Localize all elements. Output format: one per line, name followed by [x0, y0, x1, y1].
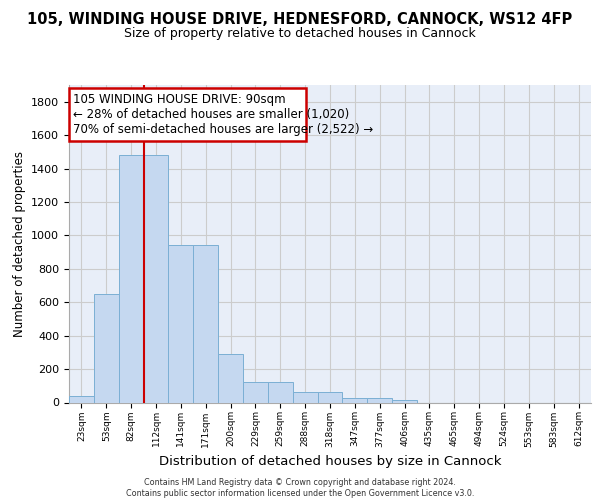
Bar	[169, 246, 193, 402]
Bar	[367, 398, 392, 402]
Bar	[343, 398, 367, 402]
Bar	[317, 392, 343, 402]
Text: 105 WINDING HOUSE DRIVE: 90sqm: 105 WINDING HOUSE DRIVE: 90sqm	[73, 93, 286, 106]
X-axis label: Distribution of detached houses by size in Cannock: Distribution of detached houses by size …	[159, 455, 501, 468]
Bar	[392, 400, 417, 402]
Bar	[243, 382, 268, 402]
Bar	[70, 88, 305, 141]
Text: 105, WINDING HOUSE DRIVE, HEDNESFORD, CANNOCK, WS12 4FP: 105, WINDING HOUSE DRIVE, HEDNESFORD, CA…	[28, 12, 572, 28]
Text: Contains HM Land Registry data © Crown copyright and database right 2024.
Contai: Contains HM Land Registry data © Crown c…	[126, 478, 474, 498]
Bar	[218, 354, 243, 403]
Bar	[193, 246, 218, 402]
Bar	[143, 155, 169, 402]
Bar	[94, 294, 119, 403]
Bar	[293, 392, 317, 402]
Bar	[69, 396, 94, 402]
Y-axis label: Number of detached properties: Number of detached properties	[13, 151, 26, 337]
Bar	[268, 382, 293, 402]
Text: ← 28% of detached houses are smaller (1,020): ← 28% of detached houses are smaller (1,…	[73, 108, 349, 120]
Text: 70% of semi-detached houses are larger (2,522) →: 70% of semi-detached houses are larger (…	[73, 122, 373, 136]
Bar	[119, 155, 143, 402]
Text: Size of property relative to detached houses in Cannock: Size of property relative to detached ho…	[124, 28, 476, 40]
